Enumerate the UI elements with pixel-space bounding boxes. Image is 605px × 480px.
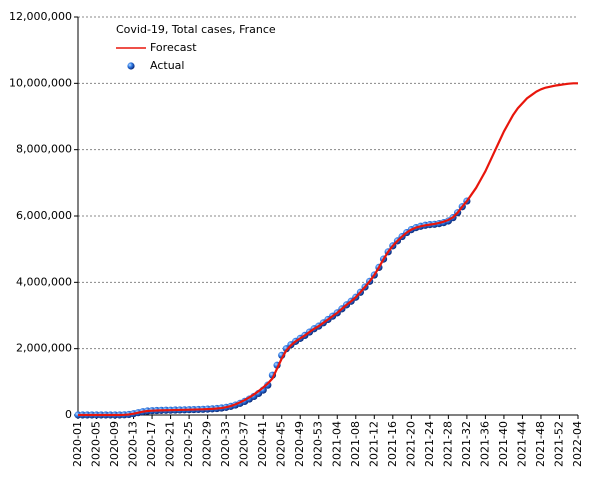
x-tick-label: 2020-25 — [182, 421, 195, 467]
x-tick-label: 2020-21 — [164, 421, 177, 467]
legend-label: Actual — [150, 59, 184, 72]
y-tick-label: 12,000,000 — [9, 10, 72, 23]
x-tick-label: 2020-05 — [90, 421, 103, 467]
x-tick-label: 2021-52 — [552, 421, 565, 467]
legend-label: Forecast — [150, 41, 197, 54]
y-tick-label: 10,000,000 — [9, 76, 72, 89]
x-tick-label: 2021-28 — [441, 421, 454, 467]
x-tick-label: 2020-09 — [108, 421, 121, 467]
y-tick-label: 0 — [65, 408, 72, 421]
forecast-line — [78, 82, 578, 417]
data-point — [264, 381, 272, 389]
x-tick-label: 2020-53 — [312, 421, 325, 467]
x-tick-label: 2020-45 — [275, 421, 288, 467]
x-tick-label: 2020-29 — [201, 421, 214, 467]
y-tick-label: 6,000,000 — [16, 209, 72, 222]
x-tick-label: 2020-13 — [127, 421, 140, 467]
x-tick-label: 2021-44 — [515, 421, 528, 467]
x-tick-label: 2020-37 — [238, 421, 251, 467]
x-tick-label: 2021-36 — [478, 421, 491, 467]
legend-swatch — [127, 62, 135, 70]
x-tick-label: 2021-04 — [330, 421, 343, 467]
x-tick-label: 2021-40 — [497, 421, 510, 467]
y-tick-label: 4,000,000 — [16, 275, 72, 288]
x-tick-label: 2021-20 — [404, 421, 417, 467]
x-tick-label: 2021-24 — [423, 421, 436, 467]
x-tick-label: 2021-12 — [367, 421, 380, 467]
x-tick-label: 2020-33 — [219, 421, 232, 467]
x-tick-label: 2020-17 — [145, 421, 158, 467]
x-tick-label: 2020-41 — [256, 421, 269, 467]
x-tick-label: 2021-16 — [386, 421, 399, 467]
y-tick-label: 2,000,000 — [16, 342, 72, 355]
x-tick-label: 2022-04 — [571, 421, 584, 467]
x-tick-label: 2021-08 — [349, 421, 362, 467]
y-tick-label: 8,000,000 — [16, 143, 72, 156]
x-tick-label: 2021-32 — [460, 421, 473, 467]
x-tick-label: 2020-01 — [71, 421, 84, 467]
x-tick-label: 2021-48 — [534, 421, 547, 467]
x-tick-label: 2020-49 — [293, 421, 306, 467]
chart-title: Covid-19, Total cases, France — [116, 23, 276, 36]
